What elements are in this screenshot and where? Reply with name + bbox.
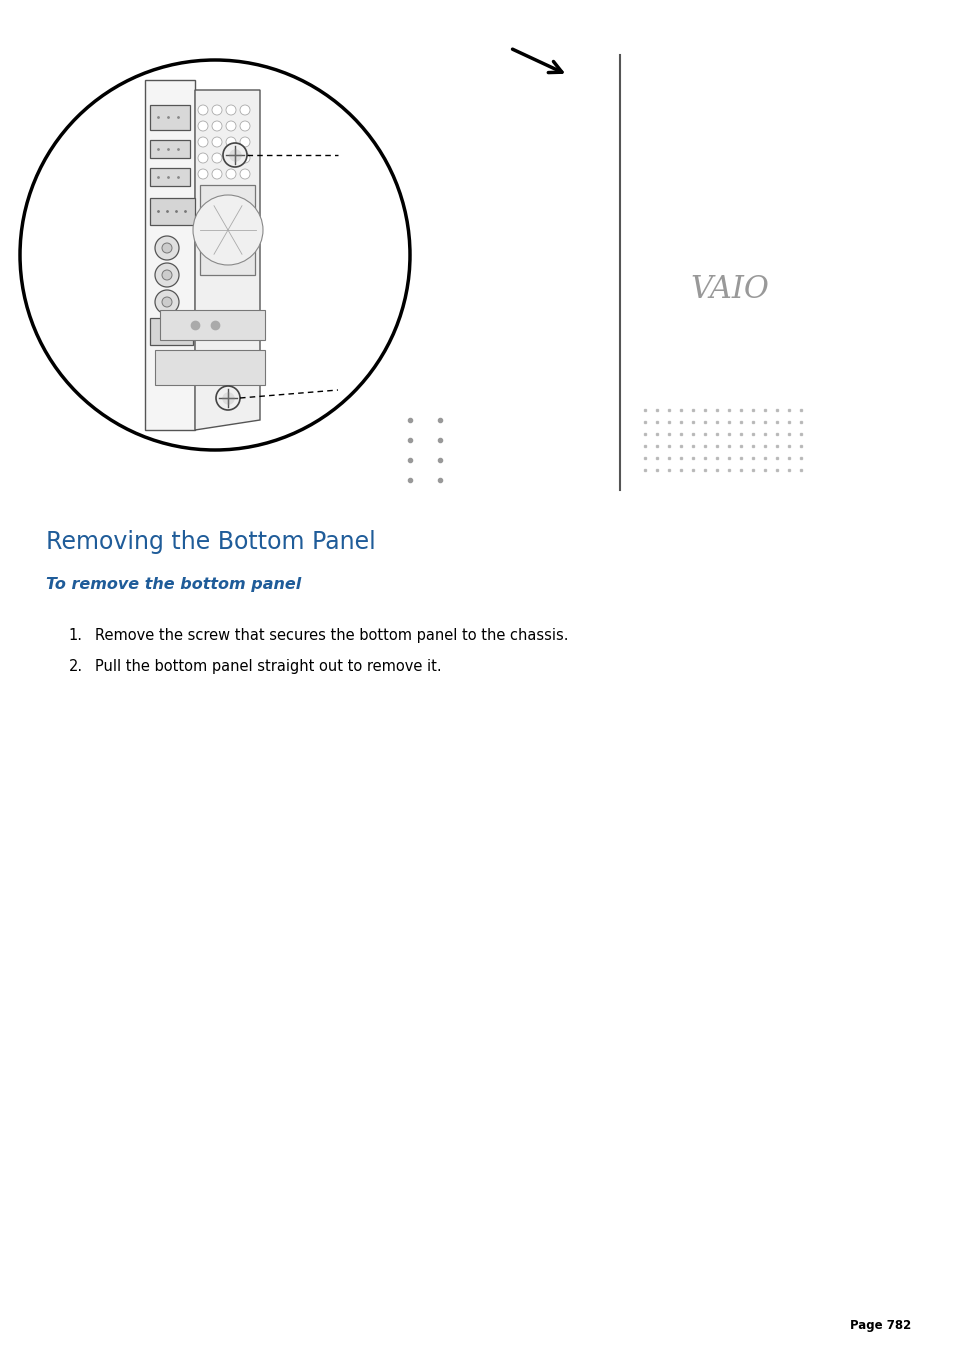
Circle shape [154, 236, 179, 259]
Circle shape [212, 122, 222, 131]
Polygon shape [461, 199, 535, 342]
Text: Remove the screw that secures the bottom panel to the chassis.: Remove the screw that secures the bottom… [95, 628, 568, 643]
Text: VAIO: VAIO [690, 274, 769, 305]
Circle shape [154, 290, 179, 313]
Polygon shape [335, 515, 455, 535]
Circle shape [212, 169, 222, 178]
Polygon shape [393, 378, 453, 405]
Circle shape [198, 105, 208, 115]
Polygon shape [150, 168, 190, 186]
Text: To remove the bottom panel: To remove the bottom panel [46, 577, 301, 592]
Polygon shape [393, 328, 453, 365]
Circle shape [212, 153, 222, 163]
Text: Pull the bottom panel straight out to remove it.: Pull the bottom panel straight out to re… [95, 659, 441, 674]
Circle shape [240, 136, 250, 147]
Polygon shape [200, 185, 254, 276]
Polygon shape [619, 55, 820, 509]
Polygon shape [459, 82, 584, 128]
Circle shape [226, 153, 235, 163]
Circle shape [240, 169, 250, 178]
Circle shape [212, 136, 222, 147]
Circle shape [162, 243, 172, 253]
Polygon shape [335, 45, 455, 59]
Polygon shape [455, 50, 589, 515]
Circle shape [20, 59, 410, 450]
Polygon shape [150, 105, 190, 130]
Circle shape [198, 169, 208, 178]
Circle shape [223, 143, 247, 168]
Polygon shape [625, 309, 639, 355]
Text: 2.: 2. [69, 659, 83, 674]
Text: Removing the Bottom Panel: Removing the Bottom Panel [46, 530, 375, 554]
Circle shape [226, 105, 235, 115]
Circle shape [215, 386, 240, 409]
Polygon shape [150, 317, 193, 345]
Circle shape [193, 195, 263, 265]
Polygon shape [154, 350, 265, 385]
Polygon shape [150, 199, 194, 226]
Circle shape [162, 270, 172, 280]
Polygon shape [589, 45, 820, 76]
Circle shape [226, 122, 235, 131]
Circle shape [198, 122, 208, 131]
Polygon shape [194, 91, 260, 430]
Polygon shape [145, 80, 194, 430]
Circle shape [226, 169, 235, 178]
Circle shape [240, 105, 250, 115]
Polygon shape [160, 309, 265, 340]
Circle shape [240, 122, 250, 131]
Polygon shape [150, 141, 190, 158]
Circle shape [212, 105, 222, 115]
Polygon shape [335, 45, 395, 520]
Polygon shape [393, 408, 453, 453]
Polygon shape [609, 32, 639, 76]
Polygon shape [390, 55, 455, 520]
Circle shape [162, 297, 172, 307]
Circle shape [198, 136, 208, 147]
Circle shape [154, 263, 179, 286]
Polygon shape [393, 278, 453, 315]
Circle shape [240, 153, 250, 163]
Polygon shape [393, 232, 453, 270]
Polygon shape [395, 32, 639, 55]
Polygon shape [459, 128, 539, 157]
Circle shape [198, 153, 208, 163]
Circle shape [226, 136, 235, 147]
Text: 1.: 1. [69, 628, 83, 643]
Text: Page 782: Page 782 [849, 1319, 910, 1332]
